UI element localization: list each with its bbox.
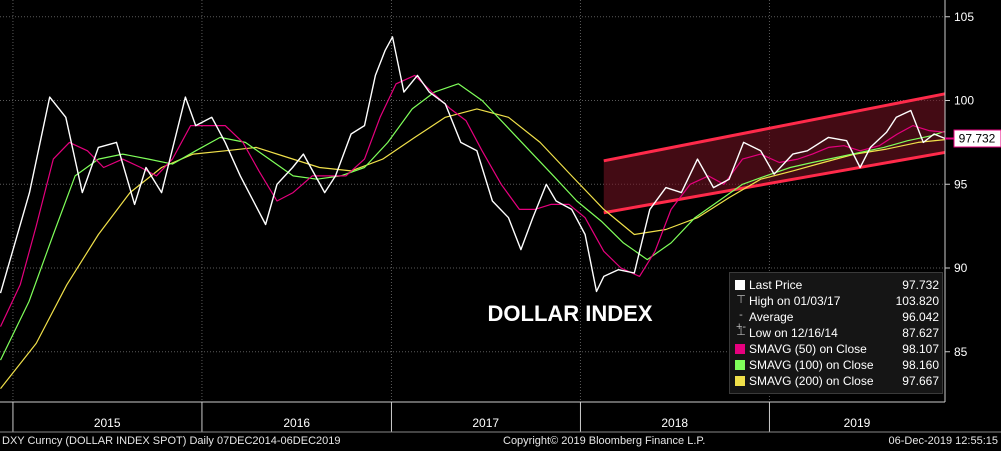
legend-swatch-smavg-50 <box>735 344 745 354</box>
legend-value: 98.160 <box>902 358 939 372</box>
legend-swatch-last-price <box>735 280 745 290</box>
legend-value: 98.107 <box>902 342 939 356</box>
x-tick-label: 2017 <box>472 416 499 430</box>
legend-row-smavg-200: SMAVG (200) on Close 97.667 <box>730 373 944 389</box>
y-tick-label: 90 <box>954 261 968 275</box>
legend-label: SMAVG (200) on Close <box>749 374 874 388</box>
series-line-smavg-50 <box>0 74 946 327</box>
y-tick-label: 95 <box>954 177 968 191</box>
legend-row-smavg-100: SMAVG (100) on Close 98.160 <box>730 357 944 373</box>
legend-swatch-smavg-100 <box>735 360 745 370</box>
footer-ticker: DXY Curncy (DOLLAR INDEX SPOT) Daily 07D… <box>2 435 341 447</box>
legend-label: Low on 12/16/14 <box>749 326 838 340</box>
legend-row-last-price: Last Price 97.732 <box>730 277 944 293</box>
last-price-tag: 97.732 <box>953 129 1001 148</box>
legend-row-average: -+- Average 96.042 <box>730 309 944 333</box>
x-tick-label: 2019 <box>844 416 871 430</box>
low-marker-icon: ⊥ <box>736 326 746 338</box>
channel-fill <box>603 93 945 213</box>
legend-label: Average <box>749 310 794 324</box>
series-lines <box>0 36 946 389</box>
footer-copyright: Copyright© 2019 Bloomberg Finance L.P. <box>503 435 706 447</box>
legend-label: High on 01/03/17 <box>749 294 841 308</box>
grid-lines <box>0 0 945 402</box>
high-marker-icon: ⊤ <box>736 294 746 306</box>
footer-timestamp: 06-Dec-2019 12:55:15 <box>888 435 998 447</box>
legend-row-low: ⊥ Low on 12/16/14 87.627 <box>730 325 944 341</box>
legend-value: 97.667 <box>902 374 939 388</box>
footer-bar: DXY Curncy (DOLLAR INDEX SPOT) Daily 07D… <box>0 433 1001 451</box>
legend-label: Last Price <box>749 278 803 292</box>
legend-swatch-smavg-200 <box>735 376 745 386</box>
series-line-last-price <box>0 36 946 294</box>
channel-lower-line <box>603 150 946 215</box>
y-tick-label: 105 <box>954 10 974 24</box>
legend-value: 96.042 <box>902 310 939 324</box>
legend-value: 97.732 <box>902 278 939 292</box>
legend-panel: Last Price 97.732 ⊤ High on 01/03/17 103… <box>729 272 943 394</box>
trend-channel <box>603 92 946 215</box>
x-tick-label: 2018 <box>661 416 688 430</box>
legend-row-high: ⊤ High on 01/03/17 103.820 <box>730 293 944 309</box>
last-price-tag-value: 97.732 <box>959 131 996 145</box>
y-tick-label: 85 <box>954 345 968 359</box>
channel-upper-line <box>603 92 946 163</box>
series-line-smavg-200 <box>0 108 946 389</box>
legend-value: 103.820 <box>895 294 939 308</box>
axes: 85 90 95 100 105 2015 2016 2017 2018 2019 <box>0 0 1001 433</box>
y-tick-label: 100 <box>954 94 974 108</box>
x-tick-label: 2015 <box>94 416 121 430</box>
legend-label: SMAVG (100) on Close <box>749 358 874 372</box>
legend-row-smavg-50: SMAVG (50) on Close 98.107 <box>730 341 944 357</box>
chart-title: DOLLAR INDEX <box>488 301 653 326</box>
legend-value: 87.627 <box>902 326 939 340</box>
x-tick-label: 2016 <box>283 416 310 430</box>
legend-label: SMAVG (50) on Close <box>749 342 867 356</box>
series-line-smavg-100 <box>0 83 946 361</box>
average-marker-icon: -+- <box>735 309 747 333</box>
